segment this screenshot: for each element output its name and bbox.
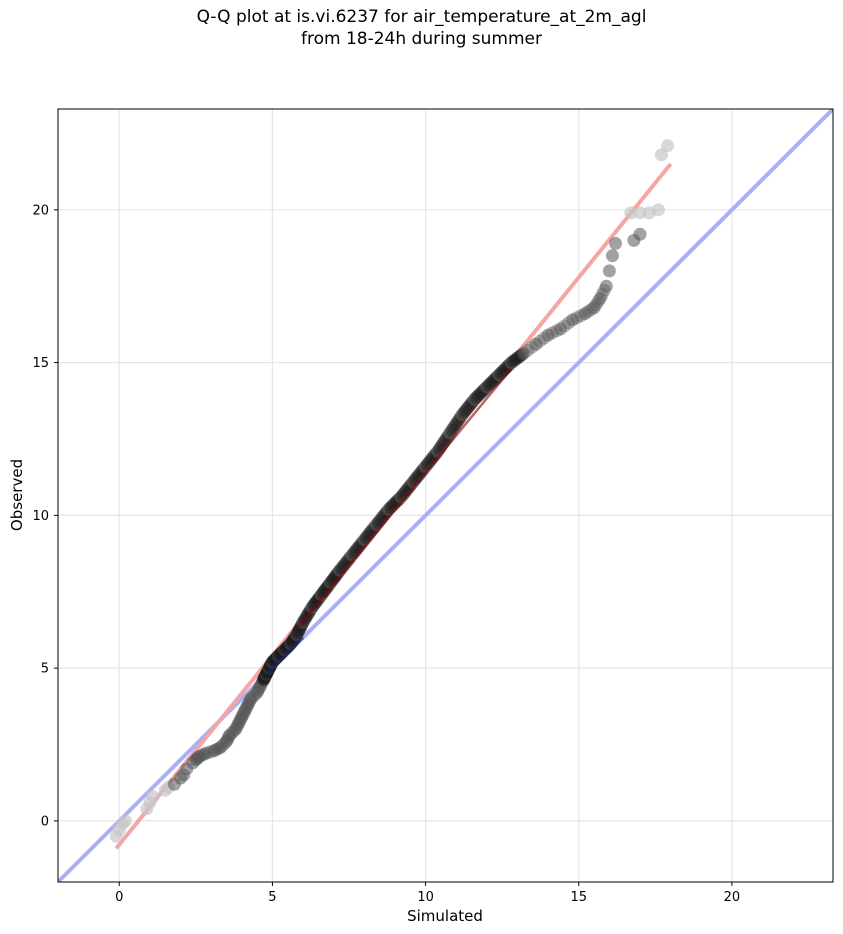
qq-point <box>633 206 647 220</box>
qq-point <box>448 418 462 432</box>
qq-point <box>517 346 531 360</box>
y-axis-label: Observed <box>8 459 26 531</box>
x-tick-label: 0 <box>115 890 123 905</box>
x-tick-label: 5 <box>268 890 276 905</box>
qq-point <box>506 354 520 368</box>
qq-point <box>599 279 613 293</box>
qq-point <box>324 576 338 590</box>
qq-point <box>529 337 543 351</box>
qq-point <box>541 328 555 342</box>
y-tick-label: 15 <box>32 356 49 371</box>
qq-point <box>602 264 616 278</box>
qq-point <box>651 203 665 217</box>
x-axis-label: Simulated <box>407 907 483 925</box>
qq-point <box>609 236 623 250</box>
axis-ticks: 0 5 10 15 20 0 5 10 15 20 <box>32 203 740 905</box>
x-tick-label: 15 <box>570 890 587 905</box>
qq-point <box>483 377 497 391</box>
chart-title-line-1: Q-Q plot at is.vi.6237 for air_temperatu… <box>196 7 647 27</box>
qq-point <box>459 403 473 417</box>
qq-point <box>578 307 592 321</box>
qq-point <box>624 206 638 220</box>
qq-point <box>553 322 567 336</box>
fit-line-overlay <box>295 367 513 630</box>
qq-point <box>469 391 483 405</box>
qq-point <box>480 380 494 394</box>
plot-area <box>58 109 833 882</box>
qq-point <box>461 401 475 415</box>
qq-point <box>146 789 160 803</box>
qq-point <box>314 588 328 602</box>
qq-point <box>587 301 601 315</box>
qq-point <box>605 249 619 263</box>
qq-point <box>316 586 330 600</box>
qq-point <box>445 423 459 437</box>
qq-point <box>118 814 132 828</box>
qq-point <box>455 408 469 422</box>
grid <box>58 109 833 882</box>
qq-point <box>566 313 580 327</box>
qq-point <box>291 626 305 640</box>
plot-frame <box>57 108 834 883</box>
qq-point <box>468 392 482 406</box>
qq-point <box>325 574 339 588</box>
qq-point <box>482 378 496 392</box>
qq-point <box>654 148 668 162</box>
qq-point <box>290 628 304 642</box>
identity-line <box>58 109 833 882</box>
qq-point <box>307 598 321 612</box>
qq-point <box>305 600 319 614</box>
qq-point <box>471 389 485 403</box>
identity-line-overlay <box>265 636 305 676</box>
chart-title-line-2: from 18-24h during summer <box>301 29 542 49</box>
x-tick-label: 20 <box>724 890 741 905</box>
y-tick-label: 10 <box>32 509 49 524</box>
y-tick-label: 20 <box>32 203 49 218</box>
qq-point <box>661 139 675 153</box>
y-tick-label: 5 <box>41 662 49 677</box>
qq-point <box>447 421 461 435</box>
qq-point <box>504 356 518 370</box>
qq-point <box>457 405 471 419</box>
qq-point <box>593 291 607 305</box>
qq-point <box>443 426 457 440</box>
chart-title: Q-Q plot at is.vi.6237 for air_temperatu… <box>0 6 843 50</box>
x-tick-label: 10 <box>417 890 434 905</box>
y-tick-label: 0 <box>41 814 49 829</box>
qq-point <box>633 227 647 241</box>
